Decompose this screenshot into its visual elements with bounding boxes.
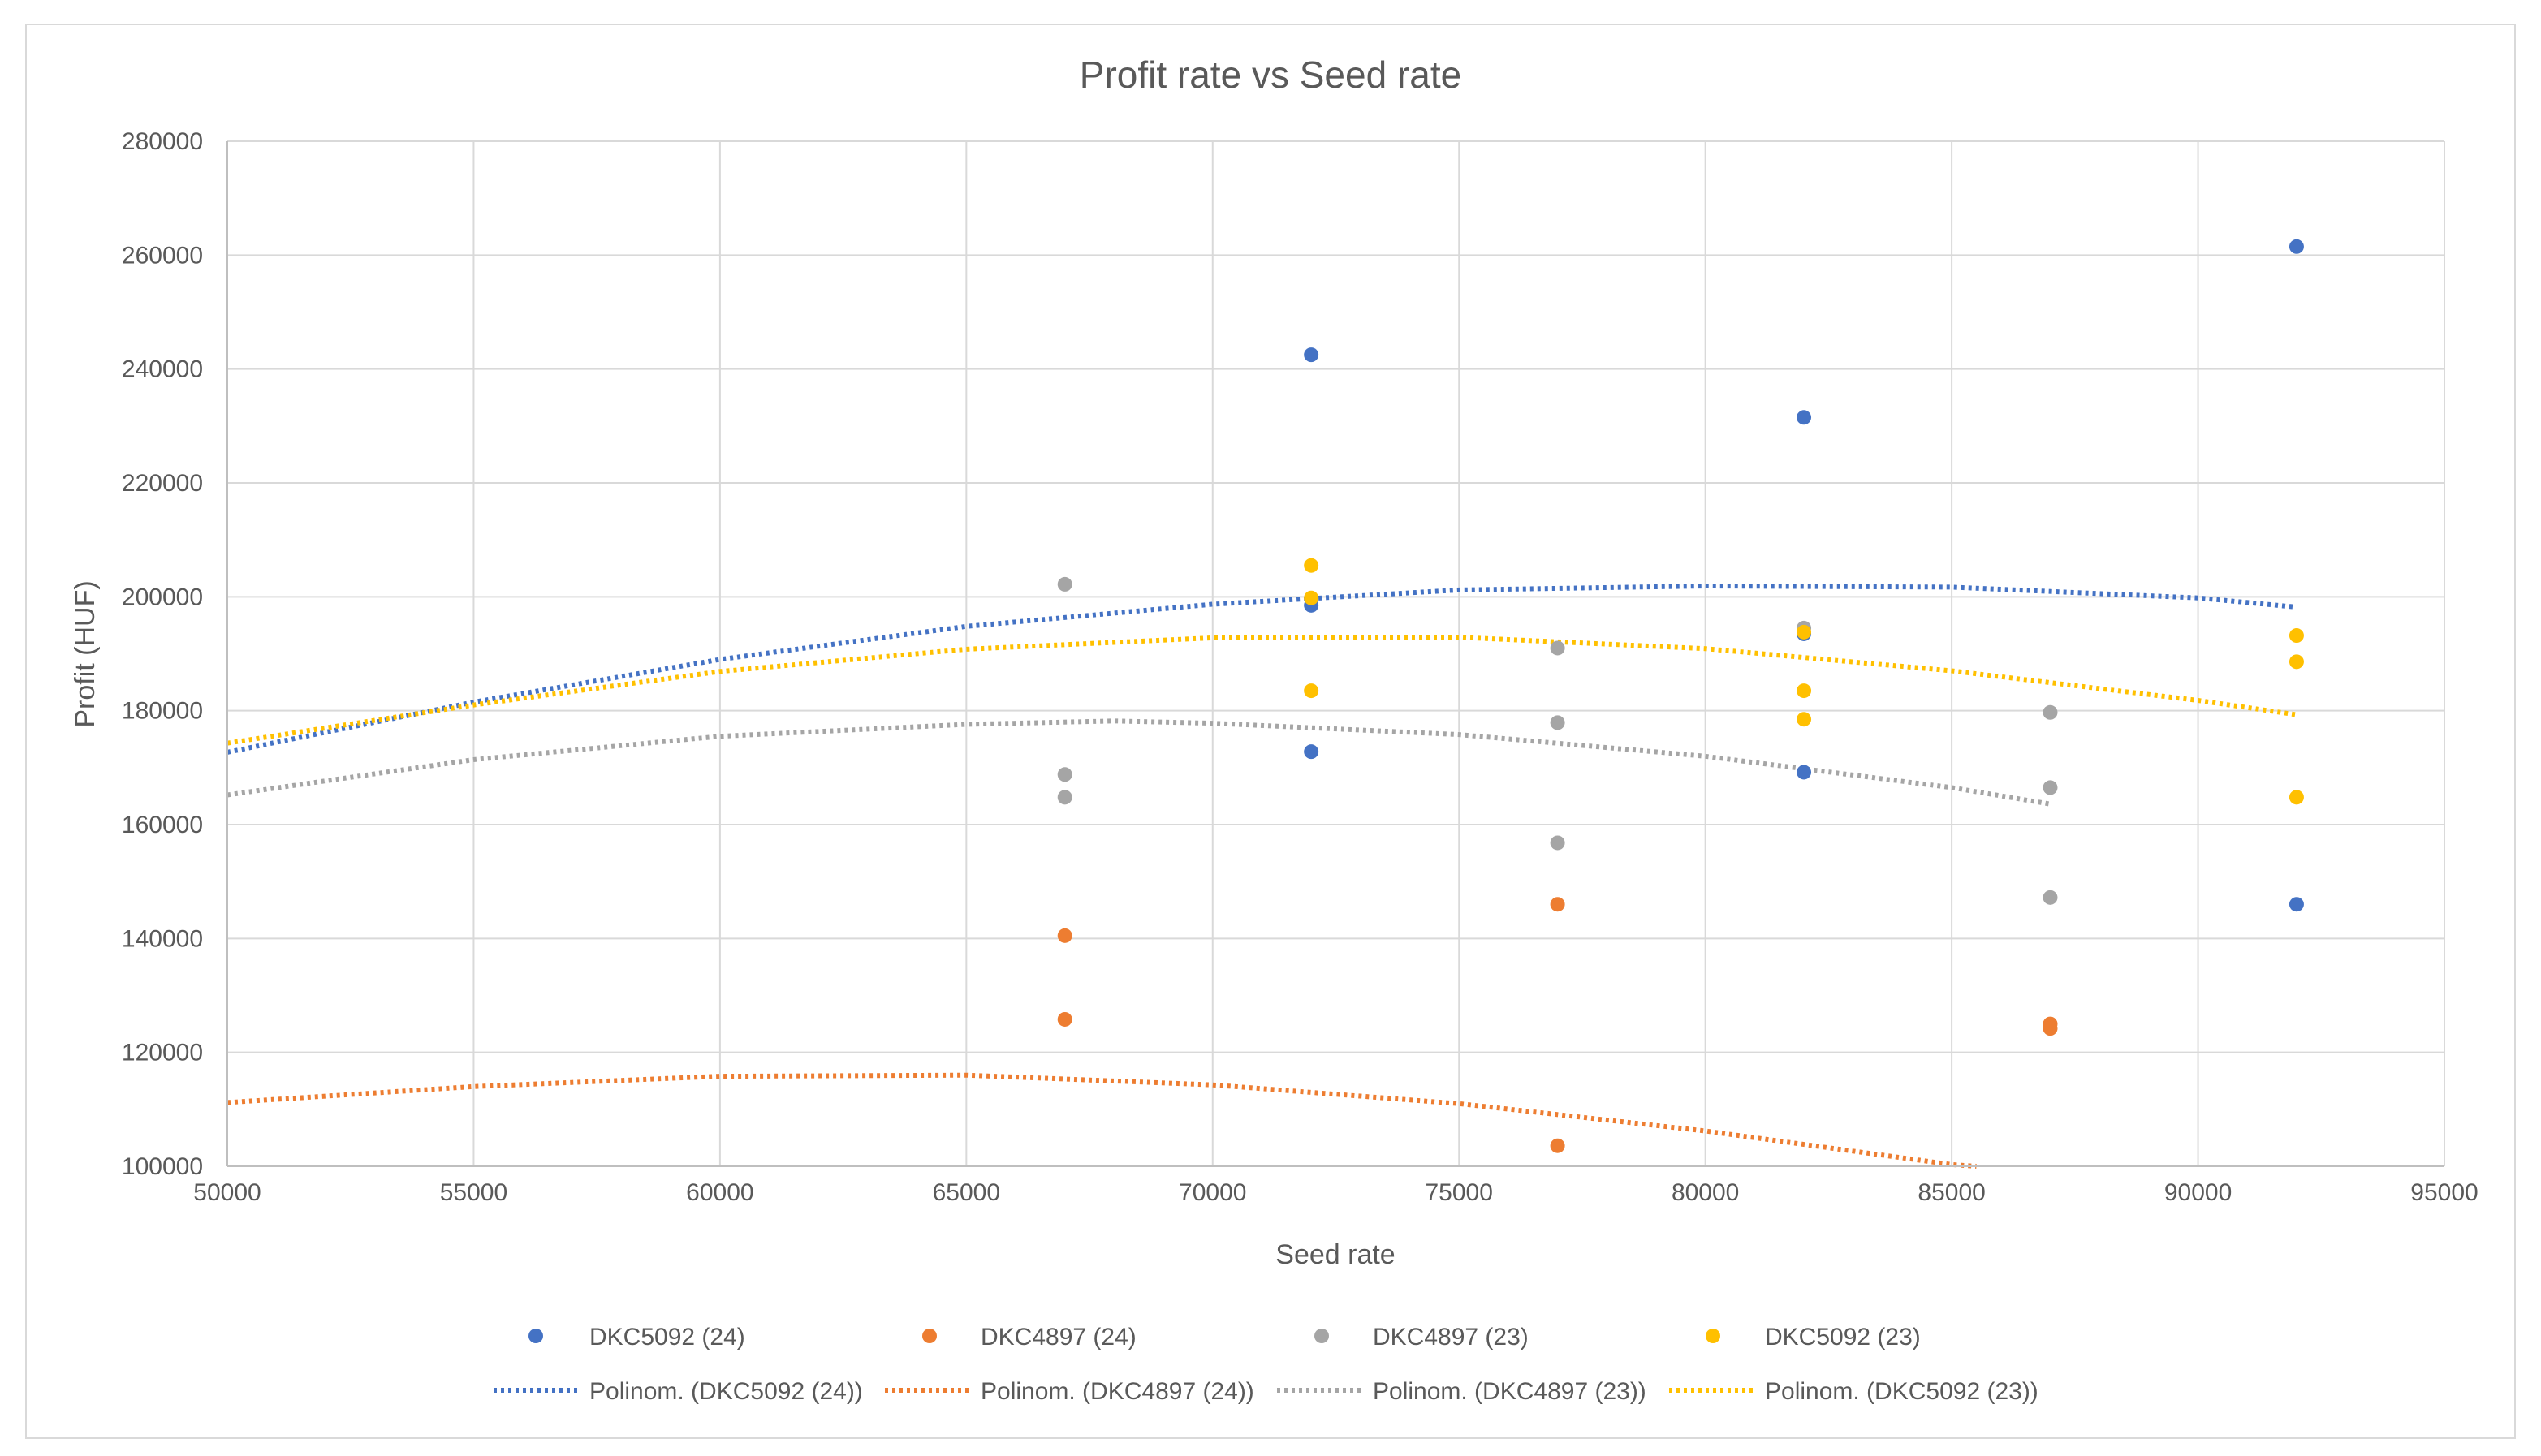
point-dkc5092-23 bbox=[2289, 628, 2304, 644]
point-dkc5092-23 bbox=[1304, 558, 1319, 573]
data-points bbox=[1057, 239, 2304, 1153]
legend-marker-dkc5092-23 bbox=[1706, 1329, 1720, 1343]
x-tick-labels: 50000 55000 60000 65000 70000 75000 80000 85000… bbox=[193, 1179, 2478, 1206]
legend-item-trend-dkc5092-23: Polinom. (DKC5092 (23)) bbox=[1669, 1378, 2038, 1405]
point-dkc4897-23 bbox=[2043, 780, 2058, 795]
point-dkc4897-24 bbox=[1550, 897, 1565, 912]
legend-trend-label-dkc5092-23: Polinom. (DKC5092 (23)) bbox=[1765, 1378, 2038, 1405]
point-dkc4897-23 bbox=[2043, 890, 2058, 905]
legend-trend-label-dkc5092-24: Polinom. (DKC5092 (24)) bbox=[589, 1378, 863, 1405]
x-tick-label: 90000 bbox=[2164, 1179, 2232, 1206]
legend-item-dkc5092-23: DKC5092 (23) bbox=[1706, 1324, 1921, 1350]
point-dkc4897-23 bbox=[1550, 640, 1565, 656]
legend-label-dkc5092-24: DKC5092 (24) bbox=[589, 1324, 745, 1350]
legend-label-dkc4897-23: DKC4897 (23) bbox=[1373, 1324, 1529, 1350]
point-dkc4897-23 bbox=[1057, 767, 1072, 782]
legend-marker-dkc4897-24 bbox=[922, 1329, 937, 1343]
point-dkc5092-23 bbox=[2289, 654, 2304, 670]
x-tick-label: 50000 bbox=[193, 1179, 261, 1206]
point-dkc5092-24 bbox=[1304, 347, 1319, 363]
x-tick-label: 75000 bbox=[1426, 1179, 1493, 1206]
point-dkc4897-23 bbox=[2043, 704, 2058, 720]
y-axis-title: Profit (HUF) bbox=[70, 580, 101, 727]
legend-item-trend-dkc5092-24: Polinom. (DKC5092 (24)) bbox=[494, 1378, 863, 1405]
legend-item-dkc4897-23: DKC4897 (23) bbox=[1314, 1324, 1529, 1350]
y-tick-label: 100000 bbox=[122, 1153, 203, 1180]
point-dkc5092-23 bbox=[1304, 683, 1319, 699]
x-axis-title: Seed rate bbox=[1275, 1239, 1395, 1270]
trendline-dkc5092-23 bbox=[226, 635, 2297, 746]
x-tick-label: 60000 bbox=[686, 1179, 753, 1206]
point-dkc4897-24 bbox=[1057, 1011, 1072, 1027]
legend-label-dkc5092-23: DKC5092 (23) bbox=[1765, 1324, 1921, 1350]
point-dkc5092-24 bbox=[1304, 744, 1319, 760]
y-tick-label: 220000 bbox=[122, 470, 203, 497]
x-tick-label: 70000 bbox=[1179, 1179, 1246, 1206]
x-tick-label: 65000 bbox=[933, 1179, 1000, 1206]
legend-item-dkc4897-24: DKC4897 (24) bbox=[922, 1324, 1137, 1350]
y-tick-labels: 100000 120000 140000 160000 180000 200000 2200… bbox=[122, 128, 203, 1180]
point-dkc5092-23 bbox=[1304, 590, 1319, 605]
point-dkc4897-23 bbox=[1057, 790, 1072, 805]
trendlines bbox=[226, 584, 2297, 1169]
point-dkc4897-24 bbox=[2043, 1021, 2058, 1036]
trendline-dkc4897-24 bbox=[226, 1072, 1977, 1169]
point-dkc5092-23 bbox=[1797, 624, 1812, 640]
trendline-dkc4897-23 bbox=[226, 718, 2051, 807]
y-tick-label: 200000 bbox=[122, 584, 203, 610]
legend-trend-label-dkc4897-23: Polinom. (DKC4897 (23)) bbox=[1373, 1378, 1646, 1405]
legend-item-trend-dkc4897-23: Polinom. (DKC4897 (23)) bbox=[1277, 1378, 1646, 1405]
legend-trend-label-dkc4897-24: Polinom. (DKC4897 (24)) bbox=[981, 1378, 1254, 1405]
point-dkc5092-24 bbox=[1797, 765, 1812, 780]
y-tick-label: 240000 bbox=[122, 356, 203, 383]
chart-frame bbox=[25, 24, 2516, 1439]
point-dkc5092-23 bbox=[1797, 712, 1812, 727]
y-tick-label: 180000 bbox=[122, 698, 203, 725]
x-tick-label: 80000 bbox=[1672, 1179, 1739, 1206]
trendline-dkc5092-24 bbox=[226, 584, 2297, 755]
chart-title: Profit rate vs Seed rate bbox=[1080, 54, 1461, 96]
legend: DKC5092 (24) DKC4897 (24) DKC4897 (23) D… bbox=[494, 1324, 2038, 1405]
y-tick-label: 140000 bbox=[122, 925, 203, 952]
y-tick-label: 280000 bbox=[122, 128, 203, 155]
point-dkc4897-23 bbox=[1550, 835, 1565, 851]
point-dkc4897-24 bbox=[1550, 1138, 1565, 1153]
point-dkc5092-23 bbox=[2289, 790, 2304, 805]
point-dkc5092-24 bbox=[2289, 897, 2304, 912]
legend-item-dkc5092-24: DKC5092 (24) bbox=[528, 1324, 745, 1350]
point-dkc5092-24 bbox=[2289, 239, 2304, 254]
point-dkc4897-23 bbox=[1550, 715, 1565, 730]
point-dkc4897-23 bbox=[1057, 576, 1072, 592]
x-tick-label: 55000 bbox=[440, 1179, 507, 1206]
point-dkc4897-24 bbox=[1057, 928, 1072, 943]
y-tick-label: 260000 bbox=[122, 242, 203, 269]
legend-label-dkc4897-24: DKC4897 (24) bbox=[981, 1324, 1137, 1350]
y-tick-label: 120000 bbox=[122, 1040, 203, 1066]
x-tick-label: 95000 bbox=[2410, 1179, 2478, 1206]
legend-item-trend-dkc4897-24: Polinom. (DKC4897 (24)) bbox=[885, 1378, 1254, 1405]
legend-marker-dkc5092-24 bbox=[528, 1329, 543, 1343]
legend-marker-dkc4897-23 bbox=[1314, 1329, 1329, 1343]
y-tick-label: 160000 bbox=[122, 812, 203, 838]
x-tick-label: 85000 bbox=[1918, 1179, 1985, 1206]
point-dkc5092-23 bbox=[1797, 683, 1812, 699]
point-dkc5092-24 bbox=[1797, 410, 1812, 425]
